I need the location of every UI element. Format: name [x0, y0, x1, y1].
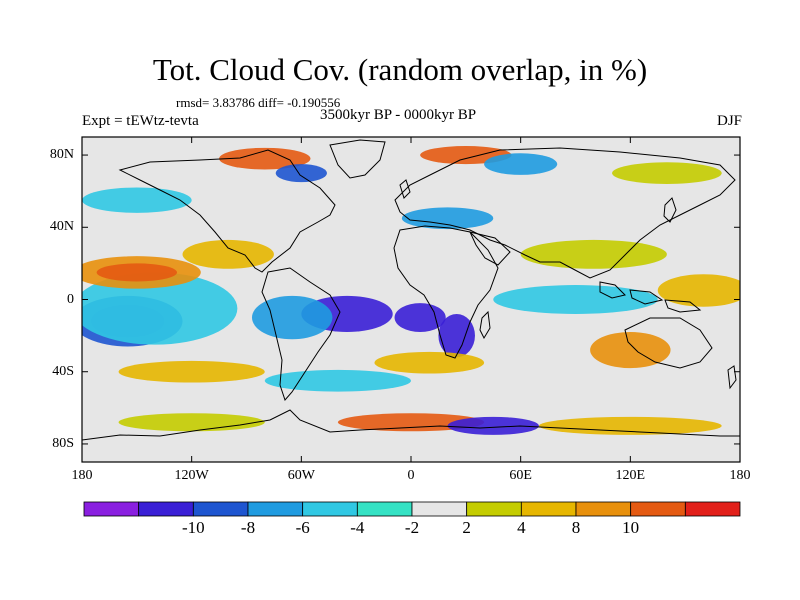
coastlines [82, 139, 740, 441]
anomaly-region [118, 413, 265, 432]
plot-title: Tot. Cloud Cov. (random overlap, in %) [152, 52, 648, 87]
anomaly-region [493, 285, 658, 314]
anomaly-region [657, 274, 740, 307]
x-tick-label: 120W [174, 468, 209, 483]
colorbar-swatch [302, 501, 358, 517]
anomaly-region [251, 295, 333, 340]
anomaly-region [82, 272, 238, 345]
statistics-label: rmsd= 3.83786 diff= -0.190556 [176, 95, 341, 110]
y-tick-label: 40S [52, 363, 74, 379]
anomaly-region [219, 147, 311, 170]
colorbar-swatch [192, 501, 249, 517]
season-label: DJF [716, 113, 742, 129]
anomaly-region [520, 239, 667, 269]
anomaly-region [264, 369, 411, 392]
colorbar-swatch [630, 501, 686, 517]
colorbar-label: -6 [295, 518, 310, 537]
colorbar-swatch [684, 501, 741, 517]
anomaly-region [118, 360, 265, 383]
y-tick-label: 80S [52, 435, 74, 451]
y-tick-label: 40N [49, 219, 74, 235]
anomaly-region [82, 187, 192, 213]
anomaly-region [612, 162, 722, 184]
anomaly-region [275, 164, 327, 183]
axis-ticks [81, 137, 741, 462]
colorbar-label: 8 [571, 518, 581, 537]
anomaly-region [401, 207, 494, 230]
period-label: 3500kyr BP - 0000kyr BP [320, 107, 477, 123]
colorbar [83, 501, 741, 517]
x-tick-label: 120E [615, 468, 646, 483]
anomaly-region [538, 416, 722, 435]
anomaly-region [96, 263, 178, 282]
anomaly-region [447, 416, 539, 435]
anomaly-region [182, 239, 274, 269]
colorbar-swatch [575, 501, 632, 517]
colorbar-swatch [520, 501, 577, 517]
colorbar-swatch [466, 501, 522, 517]
x-tick-label: 180 [729, 468, 751, 483]
anomaly-region [484, 153, 558, 175]
anomaly-region [374, 351, 485, 374]
colorbar-label: 4 [517, 518, 526, 537]
colorbar-swatch [247, 501, 304, 517]
y-tick-label: 0 [67, 291, 74, 307]
experiment-label: Expt = tEWtz-tevta [82, 113, 199, 129]
colorbar-swatch [138, 501, 194, 517]
x-tick-label: 60E [509, 468, 532, 483]
colorbar-label: -10 [181, 518, 205, 537]
colorbar-label: -2 [404, 518, 420, 537]
colorbar-swatch [411, 501, 468, 517]
anomaly-region [438, 313, 475, 358]
colorbar-label: -4 [350, 518, 365, 537]
x-tick-label: 0 [407, 468, 415, 483]
colorbar-swatch [83, 501, 140, 517]
colorbar-swatch [356, 501, 413, 517]
colorbar-label: 2 [462, 518, 471, 537]
x-tick-label: 60W [287, 468, 315, 483]
y-tick-label: 80N [49, 147, 74, 163]
x-tick-label: 180 [71, 468, 93, 483]
colorbar-label: 10 [622, 518, 640, 537]
colorbar-label: -8 [240, 518, 256, 537]
